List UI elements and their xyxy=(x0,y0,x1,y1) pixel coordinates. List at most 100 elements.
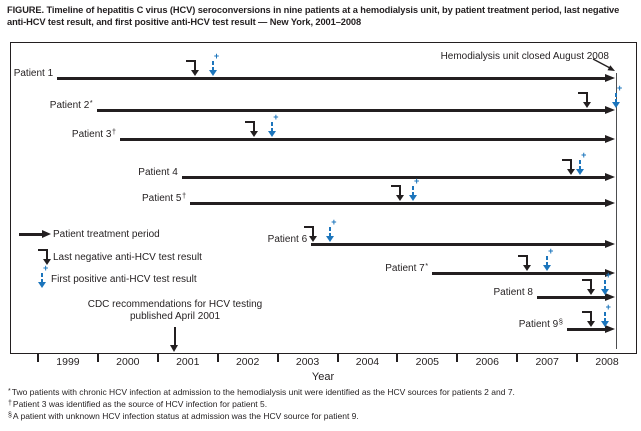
fp-head xyxy=(612,102,621,108)
plus-icon: + xyxy=(605,270,611,280)
last-negative-marker-icon xyxy=(390,185,404,201)
last-negative-marker-icon xyxy=(562,159,576,175)
patient-label-text: Patient 8 xyxy=(493,287,533,298)
patient-label: Patient 6 xyxy=(268,234,307,245)
ln-head xyxy=(249,131,258,137)
footnote-section: §A patient with unknown HCV infection st… xyxy=(8,411,638,423)
fp-stem-seg xyxy=(579,160,582,164)
figure-title: FIGURE. Timeline of hepatitis C virus (H… xyxy=(7,5,620,27)
patient-footnote-symbol: † xyxy=(111,127,117,136)
ln-head xyxy=(582,102,591,108)
ln-stem xyxy=(398,185,401,196)
footnote-text: Patient 3 was identified as the source o… xyxy=(12,399,268,409)
x-tick xyxy=(156,353,159,362)
x-tick-label: 1999 xyxy=(56,356,80,368)
first-positive-marker-icon: + xyxy=(38,264,52,288)
patient-label-text: Patient 2 xyxy=(49,100,90,111)
footnotes: *Two patients with chronic HCV infection… xyxy=(8,387,638,423)
plus-icon: + xyxy=(273,112,279,122)
first-positive-marker-icon: + xyxy=(612,84,626,108)
treatment-arrowhead-icon xyxy=(605,135,616,143)
footnote-dagger: †Patient 3 was identified as the source … xyxy=(8,399,638,411)
last-negative-marker-icon xyxy=(577,92,591,108)
ln-bar xyxy=(582,279,592,281)
fp-head xyxy=(268,131,277,137)
plus-icon: + xyxy=(413,176,420,186)
patient-label: Patient 4 xyxy=(138,167,177,178)
x-tick-label: 2005 xyxy=(415,356,440,368)
treatment-arrowhead-icon xyxy=(605,74,616,82)
ln-bar xyxy=(186,60,196,62)
treatment-arrowhead-icon xyxy=(605,325,616,333)
fp-stem-seg xyxy=(603,280,606,284)
fp-stem-seg xyxy=(329,233,332,236)
patient-label-text: Patient 5 xyxy=(142,193,182,204)
cdc-annotation-line2: published April 2001 xyxy=(129,311,221,322)
x-tick-label: 2000 xyxy=(116,356,140,368)
x-tick xyxy=(37,353,39,362)
treatment-line xyxy=(566,328,607,331)
x-tick-label: 2002 xyxy=(235,356,260,368)
cdc-arrow-stem-icon xyxy=(174,327,176,346)
ln-head xyxy=(191,70,200,76)
patient-footnote-symbol: † xyxy=(181,191,187,200)
patient-label: Patient 2* xyxy=(49,98,93,111)
cdc-annotation: CDC recommendations for HCV testing publ… xyxy=(55,299,295,323)
footnote-symbol: † xyxy=(8,400,12,407)
plus-icon: + xyxy=(331,217,337,227)
fp-stem-seg xyxy=(271,128,274,131)
treatment-arrowhead-icon xyxy=(605,173,616,181)
x-axis-label: Year xyxy=(311,371,335,383)
treatment-arrowhead-icon xyxy=(605,293,616,301)
first-positive-marker-icon: + xyxy=(600,303,615,327)
treatment-line xyxy=(432,272,607,275)
treatment-line xyxy=(96,109,607,112)
footnote-symbol: * xyxy=(8,388,11,395)
patient-label-text: Patient 3 xyxy=(71,129,112,140)
fp-stem-seg xyxy=(579,166,582,169)
footnote-symbol: § xyxy=(8,412,12,419)
patient-label-text: Patient 4 xyxy=(138,167,178,178)
ln-stem xyxy=(252,121,255,132)
fp-head xyxy=(38,282,46,288)
first-positive-marker-icon: + xyxy=(208,52,223,76)
patient-label: Patient 9§ xyxy=(519,317,563,330)
x-tick xyxy=(456,353,459,362)
first-positive-marker-icon: + xyxy=(268,112,282,137)
treatment-line xyxy=(120,138,607,141)
ln-head xyxy=(522,265,531,271)
fp-head xyxy=(408,195,417,201)
last-negative-marker-icon xyxy=(582,311,596,327)
ln-bar xyxy=(517,255,527,257)
ln-bar xyxy=(303,226,313,228)
unit-closure-reference-line xyxy=(616,73,617,349)
patient-footnote-symbol: * xyxy=(425,261,429,270)
fp-stem-seg xyxy=(411,186,414,190)
closure-callout-arrow-icon xyxy=(592,58,615,71)
legend-last-negative-label: Last negative anti-HCV test result xyxy=(53,252,202,263)
unit-closed-annotation: Hemodialysis unit closed August 2008 xyxy=(440,51,609,62)
fp-head xyxy=(576,169,585,175)
ln-bar xyxy=(562,159,572,161)
patient-label: Patient 7* xyxy=(385,261,429,274)
ln-bar xyxy=(38,249,47,251)
x-tick-label: 2001 xyxy=(176,356,200,368)
ln-head xyxy=(43,259,51,265)
treatment-arrowhead-icon xyxy=(605,106,616,114)
legend-treatment-arrow-icon xyxy=(19,233,42,236)
first-positive-marker-icon: + xyxy=(543,247,557,271)
fp-stem-seg xyxy=(615,93,618,97)
ln-head xyxy=(308,236,317,242)
treatment-arrowhead-icon xyxy=(605,199,616,207)
x-tick-label: 2004 xyxy=(355,356,380,368)
cdc-arrow-head-icon xyxy=(170,345,178,352)
first-positive-marker-icon: + xyxy=(326,217,340,242)
last-negative-marker-icon xyxy=(303,226,317,242)
plot-area-border xyxy=(10,42,637,354)
fp-head xyxy=(326,236,335,242)
ln-stem xyxy=(590,311,593,322)
ln-bar xyxy=(577,92,587,94)
x-tick-label: 2006 xyxy=(475,356,499,368)
